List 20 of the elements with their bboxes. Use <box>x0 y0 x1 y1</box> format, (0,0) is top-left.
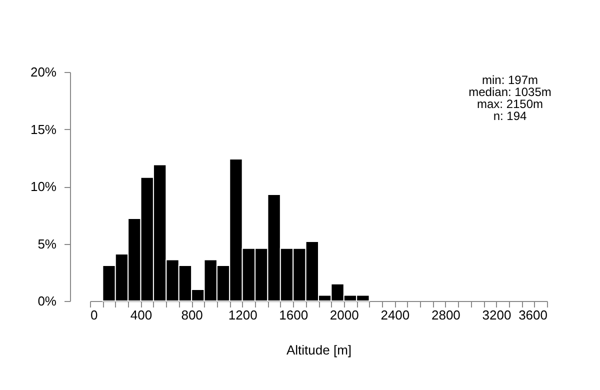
y-tick-label: 0% <box>38 294 57 308</box>
x-tick-label: 0 <box>90 308 98 322</box>
annotation: median: 1035m <box>468 85 552 99</box>
x-tick-label: 2400 <box>380 308 410 322</box>
x-tick-label: 1600 <box>279 308 308 322</box>
x-tick-label: 800 <box>181 308 203 322</box>
x-tick-label: 3200 <box>482 308 512 322</box>
x-axis-title: Altitude [m] <box>286 342 352 358</box>
x-tick-label: 1200 <box>228 308 258 322</box>
y-tick-label: 5% <box>38 236 57 252</box>
y-tick-label: 20% <box>30 64 57 80</box>
annotation: min: 197m <box>482 73 538 87</box>
x-tick-label: 2000 <box>330 308 359 322</box>
y-tick-label: 15% <box>30 122 57 137</box>
annotation: n: 194 <box>493 109 527 123</box>
x-tick-label: 2800 <box>431 308 460 322</box>
y-tick-label: 10% <box>30 179 57 194</box>
annotation: max: 2150m <box>476 97 544 111</box>
x-tick-label: 400 <box>130 308 152 322</box>
x-tick-label: 3600 <box>518 308 548 322</box>
